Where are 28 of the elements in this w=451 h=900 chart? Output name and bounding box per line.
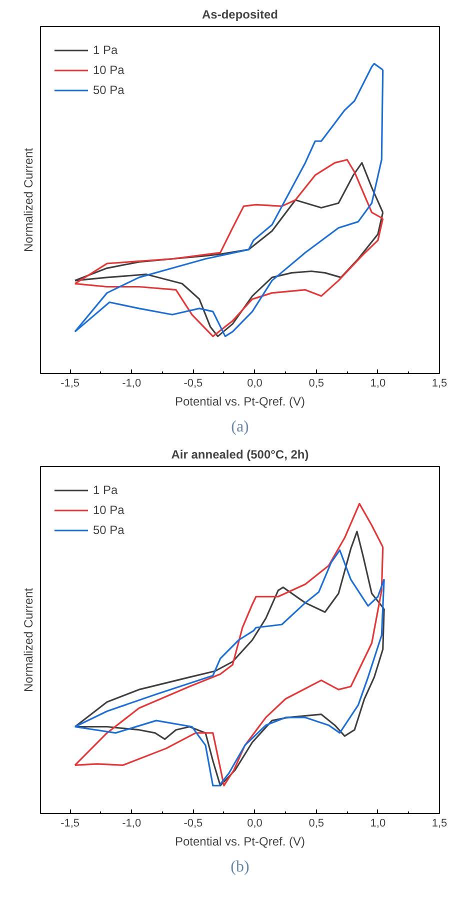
- x-tick-label: 0,5: [308, 378, 324, 390]
- text: (a): [231, 418, 249, 436]
- legend-label: 50 Pa: [93, 523, 124, 537]
- legend-label: 50 Pa: [93, 83, 124, 97]
- y-axis-title: Normalized Current: [22, 147, 36, 252]
- y-axis-title: Normalized Current: [22, 587, 36, 692]
- x-axis-title: Potential vs. Pt-Qref. (V): [174, 394, 306, 408]
- x-tick-label: 0,0: [247, 378, 262, 390]
- legend-label: 1 Pa: [93, 43, 118, 57]
- x-tick-label: 1,5: [432, 818, 448, 830]
- x-tick-label: 1,0: [370, 818, 386, 830]
- x-tick-label: 0,5: [308, 818, 324, 830]
- x-tick-label: -0,5: [184, 818, 203, 830]
- x-tick-label: 0,0: [247, 818, 262, 830]
- x-tick-label: 1,5: [432, 378, 448, 390]
- chart-title: As-deposited: [202, 8, 278, 22]
- text: (b): [230, 858, 250, 876]
- x-tick-label: -1,0: [122, 818, 142, 830]
- x-axis-title: Potential vs. Pt-Qref. (V): [174, 834, 306, 848]
- x-tick-label: -1,5: [60, 378, 80, 390]
- x-tick-label: -1,0: [122, 378, 142, 390]
- x-tick-label: -1,5: [60, 818, 80, 830]
- legend-label: 1 Pa: [93, 483, 118, 497]
- x-tick-label: -0,5: [184, 378, 203, 390]
- chart-title: Air annealed (500°C, 2h): [171, 448, 309, 462]
- legend-label: 10 Pa: [93, 503, 124, 517]
- legend-label: 10 Pa: [93, 63, 124, 77]
- x-tick-label: 1,0: [370, 378, 386, 390]
